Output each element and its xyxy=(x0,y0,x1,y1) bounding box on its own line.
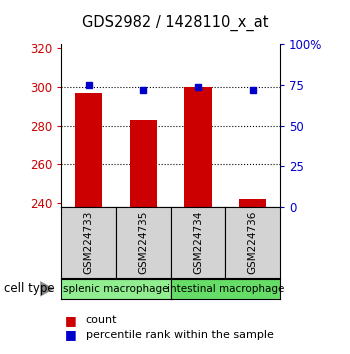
Text: intestinal macrophage: intestinal macrophage xyxy=(167,284,284,294)
Bar xyxy=(130,120,157,207)
Text: GSM224733: GSM224733 xyxy=(84,211,93,274)
Text: GSM224734: GSM224734 xyxy=(193,211,203,274)
Bar xyxy=(75,93,102,207)
Bar xyxy=(184,87,212,207)
Text: ■: ■ xyxy=(65,314,77,327)
Text: GSM224735: GSM224735 xyxy=(138,211,148,274)
Text: GSM224736: GSM224736 xyxy=(248,211,258,274)
Text: splenic macrophage: splenic macrophage xyxy=(63,284,169,294)
Bar xyxy=(239,199,266,207)
Text: percentile rank within the sample: percentile rank within the sample xyxy=(86,330,274,339)
Text: ■: ■ xyxy=(65,328,77,341)
Text: count: count xyxy=(86,315,117,325)
Text: GDS2982 / 1428110_x_at: GDS2982 / 1428110_x_at xyxy=(82,15,268,31)
Text: cell type: cell type xyxy=(4,282,54,295)
